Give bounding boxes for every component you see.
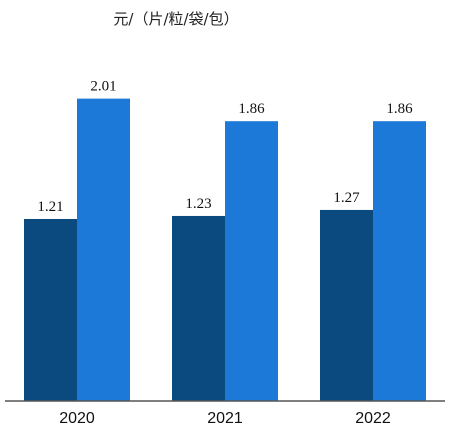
x-tick-label-2021: 2021 bbox=[207, 410, 243, 427]
bar-2020-dark bbox=[24, 218, 77, 401]
bars-group bbox=[24, 98, 426, 401]
bar-2022-dark bbox=[320, 209, 373, 401]
x-tick-labels-group: 2020 2021 2022 bbox=[59, 410, 391, 427]
bar-2021-dark bbox=[172, 215, 225, 401]
value-label-2022-dark: 1.27 bbox=[333, 190, 360, 206]
value-labels-group: 1.21 2.01 1.23 1.86 1.27 1.86 bbox=[37, 79, 413, 215]
bar-2021-light bbox=[225, 121, 278, 401]
value-label-2021-light: 1.86 bbox=[238, 101, 265, 117]
bar-2020-light bbox=[77, 98, 130, 401]
value-label-2020-dark: 1.21 bbox=[37, 199, 63, 215]
value-label-2021-dark: 1.23 bbox=[185, 196, 211, 212]
x-tick-label-2022: 2022 bbox=[355, 410, 391, 427]
value-label-2020-light: 2.01 bbox=[90, 79, 116, 95]
value-label-2022-light: 1.86 bbox=[386, 101, 413, 117]
bar-2022-light bbox=[373, 121, 426, 401]
x-tick-label-2020: 2020 bbox=[59, 410, 95, 427]
unit-label: 元/（片/粒/袋/包） bbox=[113, 10, 238, 28]
